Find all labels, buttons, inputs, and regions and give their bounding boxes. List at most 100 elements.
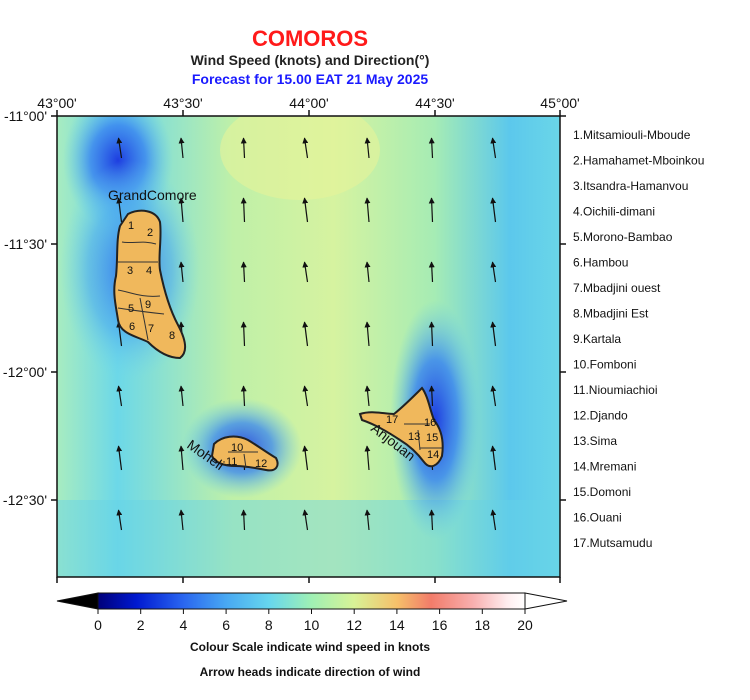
wind-arrow bbox=[364, 197, 371, 223]
lon-label: 44°00' bbox=[289, 95, 328, 111]
wind-arrow bbox=[178, 385, 185, 407]
arrow-caption: Arrow heads indicate direction of wind bbox=[199, 665, 421, 679]
colorbar: 0 2 4 6 8 10 12 14 16 18 20 bbox=[56, 592, 568, 633]
lat-label: -11°00' bbox=[4, 108, 47, 124]
legend-item: 2.Hamahamet-Mboinkou bbox=[573, 154, 704, 168]
region-number: 3 bbox=[127, 265, 133, 277]
wind-arrow bbox=[302, 321, 309, 347]
wind-arrow bbox=[116, 385, 123, 407]
colorbar-tick-label: 12 bbox=[346, 617, 362, 633]
wind-arrow bbox=[428, 385, 435, 407]
wind-arrow bbox=[428, 197, 435, 223]
colorbar-tick-label: 4 bbox=[180, 617, 188, 633]
wind-arrow bbox=[364, 321, 371, 347]
wind-arrow bbox=[364, 137, 371, 159]
lon-label: 43°30' bbox=[163, 95, 202, 111]
region-number: 1 bbox=[128, 220, 134, 232]
region-number: 8 bbox=[169, 330, 175, 342]
map-title: COMOROS bbox=[251, 26, 369, 51]
legend-item: 12.Djando bbox=[573, 409, 628, 423]
legend-item: 17.Mutsamudu bbox=[573, 536, 652, 550]
wind-arrow bbox=[116, 137, 123, 159]
island-grand-comore: 1 2 3 4 5 6 7 8 9 GrandComore bbox=[108, 187, 197, 360]
region-number: 13 bbox=[408, 431, 420, 443]
wind-arrow bbox=[490, 445, 497, 471]
wind-arrow bbox=[490, 385, 497, 407]
wind-arrow bbox=[428, 509, 435, 531]
region-number: 6 bbox=[129, 321, 135, 333]
wind-arrow bbox=[178, 137, 185, 159]
map-subtitle: Wind Speed (knots) and Direction(°) bbox=[190, 52, 430, 68]
axis-ticks bbox=[51, 110, 566, 583]
wind-arrow bbox=[240, 385, 247, 407]
wind-arrow bbox=[364, 509, 371, 531]
legend-item: 15.Domoni bbox=[573, 485, 631, 499]
lon-label: 45°00' bbox=[540, 95, 579, 111]
wind-arrow bbox=[364, 385, 371, 407]
wind-arrow bbox=[490, 261, 497, 283]
colorbar-tick-label: 16 bbox=[432, 617, 448, 633]
wind-arrow bbox=[302, 137, 309, 159]
lon-label: 43°00' bbox=[37, 95, 76, 111]
legend-item: 9.Kartala bbox=[573, 332, 621, 346]
region-number: 11 bbox=[226, 456, 237, 468]
label-grand-comore: GrandComore bbox=[108, 187, 197, 203]
lat-label: -12°30' bbox=[3, 492, 47, 508]
legend-item: 16.Ouani bbox=[573, 511, 622, 525]
wind-arrow bbox=[116, 445, 123, 471]
wind-arrow bbox=[178, 197, 185, 223]
wind-arrow bbox=[302, 385, 309, 407]
legend-item: 5.Morono-Bambao bbox=[573, 230, 673, 244]
wind-arrow bbox=[116, 509, 123, 531]
wind-arrow bbox=[490, 137, 497, 159]
wind-arrow bbox=[178, 445, 185, 471]
colorbar-tick-label: 20 bbox=[517, 617, 533, 633]
wind-arrow bbox=[178, 509, 185, 531]
wind-arrow bbox=[490, 197, 497, 223]
legend-item: 7.Mbadjini ouest bbox=[573, 281, 661, 295]
colorbar-tick-label: 18 bbox=[475, 617, 491, 633]
region-number: 16 bbox=[424, 417, 436, 429]
legend-item: 8.Mbadjini Est bbox=[573, 307, 649, 321]
wind-arrow bbox=[490, 321, 497, 347]
colorbar-tick-label: 2 bbox=[137, 617, 145, 633]
wind-arrow bbox=[302, 261, 309, 283]
colorbar-tick-label: 6 bbox=[222, 617, 230, 633]
forecast-time: Forecast for 15.00 EAT 21 May 2025 bbox=[191, 71, 429, 87]
region-number: 5 bbox=[128, 303, 134, 315]
region-number: 9 bbox=[145, 299, 151, 311]
region-number: 4 bbox=[146, 265, 152, 277]
colorbar-tick-label: 14 bbox=[389, 617, 405, 633]
legend-item: 4.Oichili-dimani bbox=[573, 205, 655, 219]
region-number: 15 bbox=[426, 432, 438, 444]
colorbar-tick-label: 0 bbox=[94, 617, 102, 633]
region-number: 12 bbox=[255, 458, 267, 470]
legend-item: 13.Sima bbox=[573, 434, 617, 448]
legend-item: 11.Nioumiachioi bbox=[573, 383, 658, 397]
wind-arrow bbox=[428, 137, 435, 159]
legend-item: 10.Fomboni bbox=[573, 358, 636, 372]
wind-arrow bbox=[302, 197, 309, 223]
legend-item: 14.Mremani bbox=[573, 460, 636, 474]
region-number: 2 bbox=[147, 227, 153, 239]
wind-arrow bbox=[490, 509, 497, 531]
wind-arrow bbox=[240, 137, 247, 159]
wind-arrow bbox=[302, 509, 309, 531]
lat-label: -12°00' bbox=[3, 364, 47, 380]
region-number: 7 bbox=[148, 323, 154, 335]
wind-arrow bbox=[428, 261, 435, 283]
region-number: 17 bbox=[386, 414, 398, 426]
wind-arrow bbox=[302, 445, 309, 471]
colorbar-tick-label: 8 bbox=[265, 617, 273, 633]
legend-item: 1.Mitsamiouli-Mboude bbox=[573, 128, 691, 142]
wind-arrow bbox=[240, 509, 247, 531]
lat-label: -11°30' bbox=[4, 236, 47, 252]
colorbar-tick-label: 10 bbox=[304, 617, 320, 633]
wind-arrow bbox=[364, 445, 371, 471]
wind-arrow bbox=[240, 197, 247, 223]
wind-arrow bbox=[116, 197, 123, 223]
colorbar-caption: Colour Scale indicate wind speed in knot… bbox=[189, 640, 431, 654]
wind-arrow bbox=[240, 321, 247, 347]
wind-arrow bbox=[178, 261, 185, 283]
